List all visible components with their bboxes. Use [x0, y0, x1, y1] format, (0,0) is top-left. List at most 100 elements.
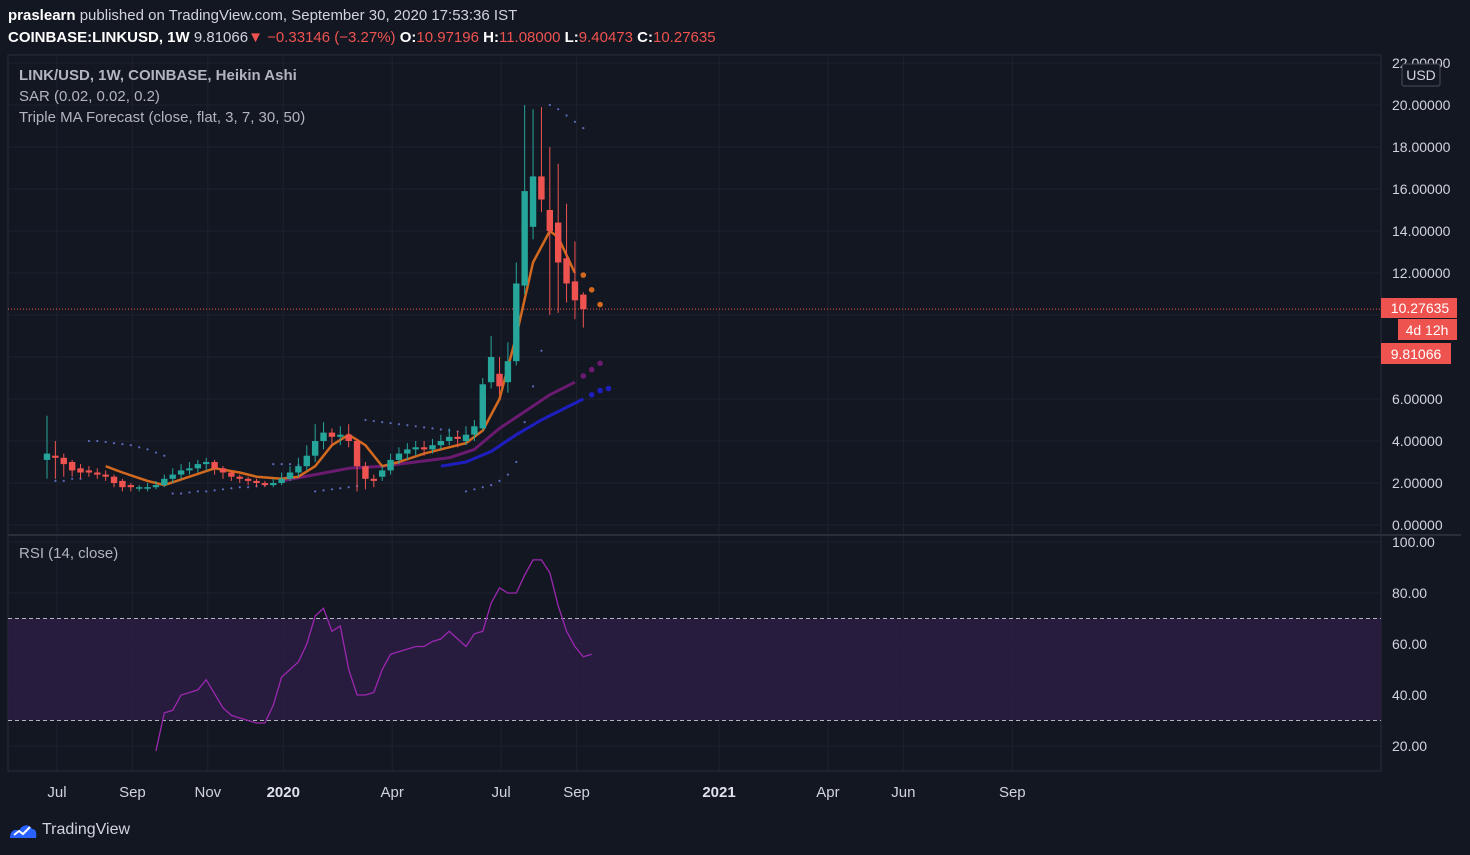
- sar-dot: [414, 425, 417, 428]
- candle-body[interactable]: [295, 466, 302, 473]
- candle-body[interactable]: [261, 483, 269, 486]
- sar-dot: [498, 479, 501, 482]
- candle-body[interactable]: [496, 373, 503, 387]
- candle-body[interactable]: [404, 449, 411, 454]
- candle-body[interactable]: [379, 470, 386, 477]
- candle-body[interactable]: [420, 447, 428, 450]
- candle-body[interactable]: [85, 470, 93, 473]
- candle-body[interactable]: [253, 480, 260, 483]
- candle-body[interactable]: [345, 434, 352, 441]
- candle-body[interactable]: [395, 453, 403, 460]
- sar-dot: [112, 442, 116, 445]
- candle-body[interactable]: [437, 441, 445, 446]
- candle-body[interactable]: [228, 472, 235, 477]
- candle-body[interactable]: [60, 457, 67, 465]
- rsi-axis[interactable]: 100.00 80.00 60.00 40.00 20.00: [1392, 534, 1435, 754]
- candle-body[interactable]: [563, 258, 570, 284]
- candle-body[interactable]: [454, 436, 461, 439]
- candle-body[interactable]: [244, 478, 252, 481]
- time-tick-label: Jul: [492, 784, 511, 801]
- candle-body[interactable]: [152, 485, 160, 488]
- candle-body[interactable]: [110, 476, 118, 483]
- candle-body[interactable]: [203, 462, 210, 465]
- sar-dot: [464, 490, 468, 493]
- candle-body[interactable]: [479, 384, 486, 429]
- price-axis[interactable]: 22.0000020.0000018.0000016.0000014.00000…: [1392, 55, 1451, 533]
- candle-body[interactable]: [320, 432, 327, 441]
- candle-body[interactable]: [286, 472, 294, 479]
- candles[interactable]: [43, 105, 587, 492]
- sar-dot: [557, 108, 560, 111]
- symbol-label[interactable]: COINBASE:LINKUSD, 1W: [8, 29, 190, 46]
- currency-badge[interactable]: USD: [1401, 63, 1441, 87]
- candle-body[interactable]: [446, 436, 453, 441]
- time-axis[interactable]: Jul Sep Nov 2020 Apr Jul Sep 2021 Apr Jun Sep: [8, 770, 1381, 801]
- candle-body[interactable]: [362, 466, 369, 479]
- sar-legend[interactable]: SAR (0.02, 0.02, 0.2): [19, 88, 160, 105]
- sar-dot: [163, 454, 166, 457]
- candle-body[interactable]: [487, 357, 495, 383]
- candle-body[interactable]: [328, 432, 336, 437]
- triple-ma-legend[interactable]: Triple MA Forecast (close, flat, 3, 7, 3…: [19, 109, 306, 126]
- sar-dot: [247, 486, 250, 489]
- time-tick-label: Jul: [47, 784, 66, 801]
- sar-dot: [205, 490, 208, 493]
- candle-body[interactable]: [471, 426, 478, 435]
- candle-body[interactable]: [43, 453, 51, 460]
- candle-body[interactable]: [546, 210, 553, 231]
- last-price-label: 9.81066: [1391, 346, 1442, 362]
- candle-body[interactable]: [211, 462, 218, 469]
- rsi-line: [155, 559, 592, 752]
- time-tick-label: Apr: [381, 784, 404, 801]
- candle-body[interactable]: [353, 441, 361, 467]
- candle-body[interactable]: [278, 478, 285, 483]
- candle-body[interactable]: [194, 464, 202, 469]
- publisher-name[interactable]: praslearn: [8, 7, 76, 24]
- time-tick-label: Sep: [999, 784, 1026, 801]
- candle-body[interactable]: [370, 478, 378, 481]
- candle-body[interactable]: [219, 468, 227, 473]
- candle-body[interactable]: [161, 478, 168, 486]
- candle-body[interactable]: [270, 483, 277, 486]
- price-tick-label: 6.00000: [1392, 391, 1443, 407]
- candle-body[interactable]: [144, 487, 151, 489]
- tradingview-logo[interactable]: TradingView: [8, 820, 130, 840]
- last-price: 9.81066: [193, 29, 249, 46]
- candle-body[interactable]: [52, 455, 59, 458]
- candle-body[interactable]: [127, 485, 134, 488]
- candle-body[interactable]: [571, 281, 579, 301]
- candle-body[interactable]: [504, 361, 512, 383]
- candle-body[interactable]: [68, 462, 76, 471]
- ma-fast-forecast-dot: [588, 287, 595, 293]
- candle-body[interactable]: [387, 459, 394, 471]
- time-tick-label: Sep: [563, 784, 590, 801]
- candle-body[interactable]: [177, 470, 185, 475]
- candle-body[interactable]: [529, 176, 537, 227]
- rsi-legend[interactable]: RSI (14, close): [19, 545, 119, 562]
- candle-body[interactable]: [513, 283, 520, 362]
- candle-body[interactable]: [554, 222, 562, 263]
- candle-body[interactable]: [538, 176, 545, 200]
- candle-body[interactable]: [462, 434, 470, 441]
- candle-body[interactable]: [119, 480, 126, 488]
- candle-body[interactable]: [337, 434, 344, 437]
- candle-body[interactable]: [236, 476, 243, 479]
- candle-body[interactable]: [186, 468, 193, 471]
- candle-body[interactable]: [412, 447, 419, 450]
- down-arrow-icon: ▼: [248, 29, 263, 46]
- candle-body[interactable]: [102, 474, 109, 477]
- candle-body[interactable]: [303, 455, 310, 467]
- candle-body[interactable]: [94, 472, 101, 475]
- close-label: C:: [637, 29, 653, 46]
- candle-body[interactable]: [580, 294, 587, 310]
- candle-body[interactable]: [169, 474, 176, 479]
- candle-body[interactable]: [311, 441, 319, 456]
- candle-body[interactable]: [135, 487, 143, 489]
- sar-dot: [364, 418, 367, 422]
- candle-body[interactable]: [521, 191, 528, 286]
- series-legend[interactable]: LINK/USD, 1W, COINBASE, Heikin Ashi: [19, 67, 297, 84]
- sar-dot: [138, 446, 141, 449]
- candle-body[interactable]: [77, 468, 84, 473]
- candle-body[interactable]: [429, 445, 436, 450]
